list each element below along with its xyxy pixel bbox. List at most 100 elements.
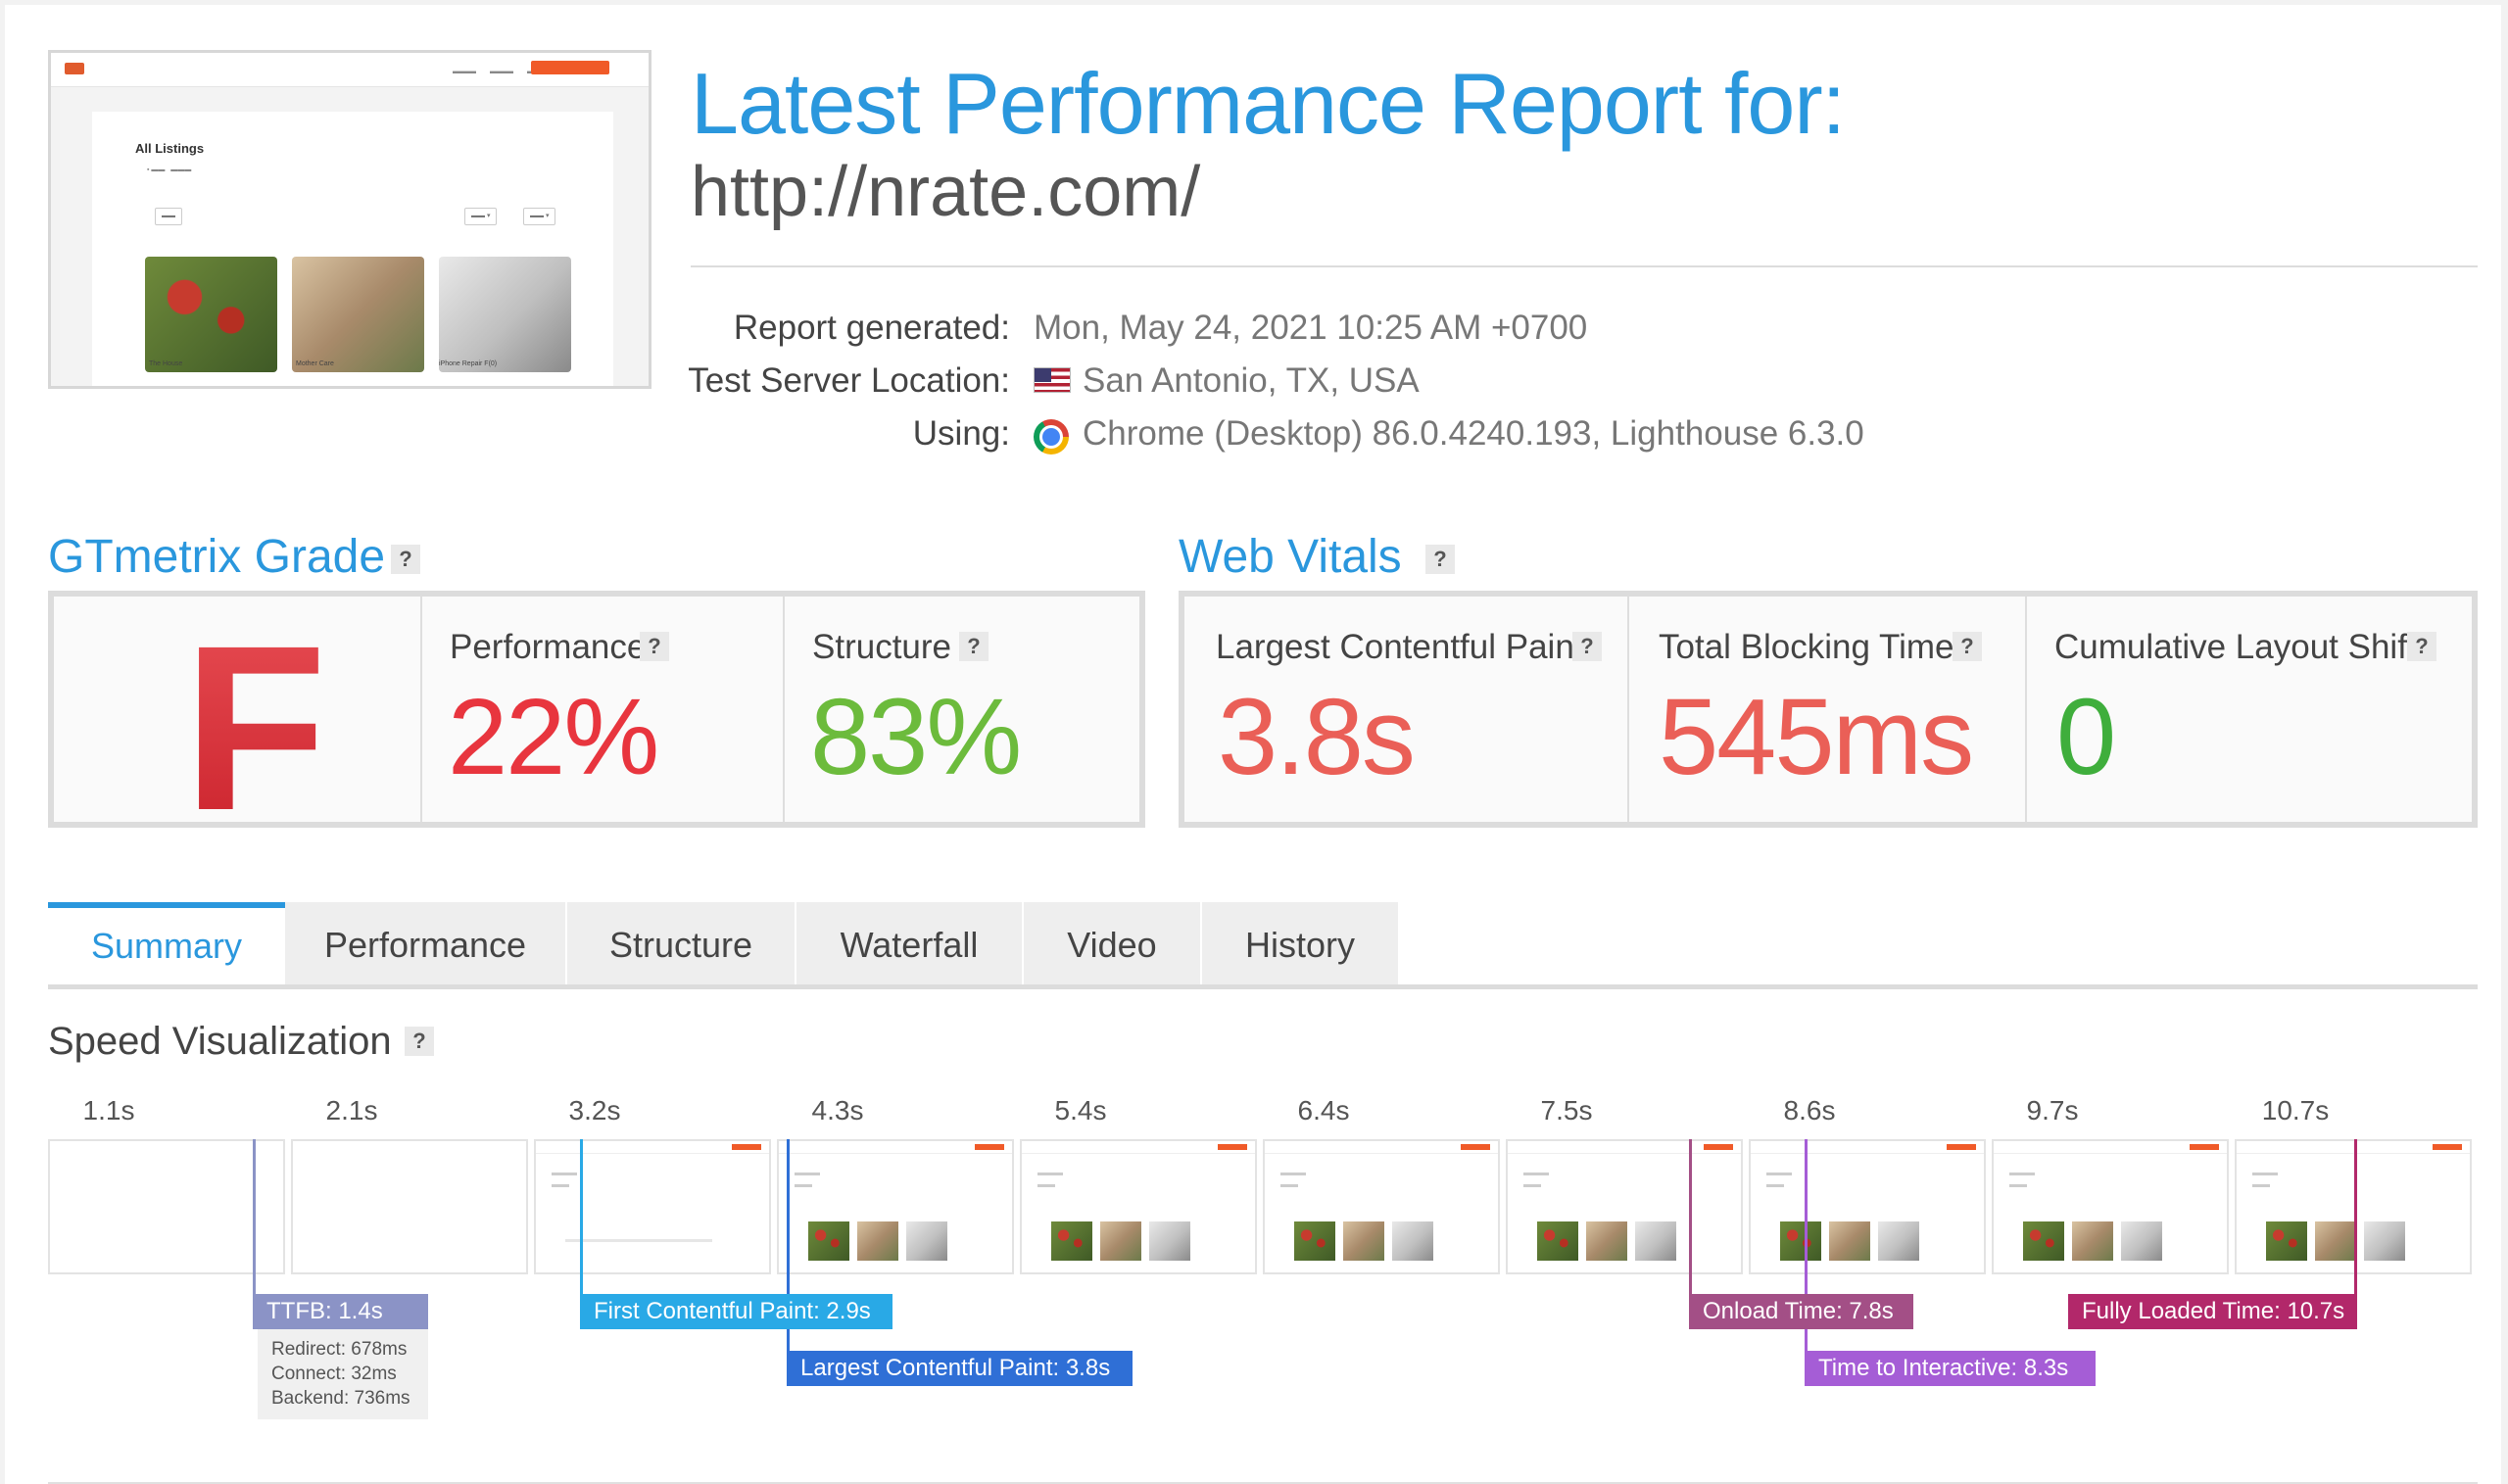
- filmstrip-frame[interactable]: [777, 1139, 1014, 1274]
- timeline-tick: 8.6s: [1783, 1095, 1836, 1125]
- report-page: ▬▬▬▬▬▬▬▬▬ All Listings ▪ ▬▬ ▬▬▬ ▬▬ ▬▬ ▾ …: [5, 5, 2501, 1484]
- filmstrip-frame[interactable]: [1749, 1139, 1986, 1274]
- thumb-sort: ▬▬ ▾: [523, 208, 556, 225]
- frame-navbar: [1265, 1141, 1498, 1154]
- using-label: Using:: [912, 414, 1010, 453]
- timeline-tick: 3.2s: [568, 1095, 621, 1125]
- filmstrip-frame[interactable]: [291, 1139, 528, 1274]
- using-value: Chrome (Desktop) 86.0.4240.193, Lighthou…: [1083, 414, 1864, 453]
- frame-image: [906, 1221, 947, 1261]
- report-url[interactable]: http://nrate.com/: [691, 153, 1201, 231]
- timeline-tick: 6.4s: [1297, 1095, 1350, 1125]
- frame-button: [975, 1144, 1004, 1150]
- structure-value: 83%: [810, 677, 1022, 797]
- thumb-navbar: ▬▬▬▬▬▬▬▬▬: [51, 53, 649, 87]
- frame-text-line: [795, 1173, 820, 1175]
- frame-navbar: [1994, 1141, 2227, 1154]
- tab-performance[interactable]: Performance: [323, 925, 527, 965]
- timeline-tick: 9.7s: [2026, 1095, 2079, 1125]
- ttfb-marker[interactable]: TTFB: 1.4s: [253, 1294, 428, 1329]
- web-vitals-help-icon[interactable]: ?: [1425, 545, 1455, 574]
- test-server-value: San Antonio, TX, USA: [1083, 361, 1420, 400]
- onload-marker-line: [1689, 1139, 1692, 1296]
- thumb-download-button: [531, 61, 609, 74]
- frame-image: [2315, 1221, 2356, 1261]
- frame-navbar: [1751, 1141, 1984, 1154]
- frame-image: [1100, 1221, 1141, 1261]
- frame-text-line: [552, 1184, 569, 1187]
- frame-image: [2266, 1221, 2307, 1261]
- lcp-help-icon[interactable]: ?: [1572, 632, 1602, 661]
- tab-summary[interactable]: Summary: [48, 902, 285, 984]
- cls-help-icon[interactable]: ?: [2407, 632, 2436, 661]
- performance-help-icon[interactable]: ?: [640, 632, 669, 661]
- frame-image: [2364, 1221, 2405, 1261]
- lcp-label: Largest Contentful Paint: [1216, 628, 1584, 666]
- tbt-help-icon[interactable]: ?: [1953, 632, 1982, 661]
- speed-visualization-help-icon[interactable]: ?: [405, 1027, 434, 1056]
- thumb-heading: All Listings: [135, 141, 205, 156]
- fully-loaded-marker[interactable]: Fully Loaded Time: 10.7s: [2068, 1294, 2357, 1329]
- frame-text-line: [2252, 1184, 2270, 1187]
- tti-marker-line: [1805, 1139, 1808, 1353]
- frame-text-line: [1280, 1184, 1298, 1187]
- frame-navbar: [536, 1141, 769, 1154]
- cls-label: Cumulative Layout Shift: [2054, 628, 2417, 666]
- thumb-logo: [65, 63, 84, 74]
- thumb-filter: ▬▬: [155, 208, 182, 225]
- chrome-icon: [1034, 419, 1069, 455]
- report-generated-label: Report generated:: [733, 309, 1010, 347]
- frame-image: [1635, 1221, 1676, 1261]
- onload-marker[interactable]: Onload Time: 7.8s: [1689, 1294, 1913, 1329]
- performance-value: 22%: [448, 677, 659, 797]
- site-screenshot-thumbnail[interactable]: ▬▬▬▬▬▬▬▬▬ All Listings ▪ ▬▬ ▬▬▬ ▬▬ ▬▬ ▾ …: [48, 50, 651, 389]
- tab-history[interactable]: History: [1244, 925, 1355, 965]
- thumb-caption-1: The House: [149, 360, 183, 367]
- lcp-value: 3.8s: [1218, 677, 1416, 797]
- frame-text-line: [565, 1239, 712, 1242]
- performance-cell: Performance ? 22%: [420, 597, 783, 822]
- filmstrip-frame[interactable]: [1506, 1139, 1743, 1274]
- timeline-tick: 1.1s: [82, 1095, 135, 1125]
- filmstrip-frame[interactable]: [534, 1139, 771, 1274]
- frame-navbar: [2237, 1141, 2470, 1154]
- frame-navbar: [779, 1141, 1012, 1154]
- filmstrip-frame[interactable]: [1992, 1139, 2229, 1274]
- frame-text-line: [1523, 1184, 1541, 1187]
- filmstrip-frame[interactable]: [1263, 1139, 1500, 1274]
- thumb-image-1: [145, 257, 277, 372]
- filmstrip-frame[interactable]: [48, 1139, 285, 1274]
- tab-video[interactable]: Video: [1067, 925, 1157, 965]
- lcp-marker-line: [787, 1139, 790, 1353]
- frame-image: [2072, 1221, 2113, 1261]
- tabs-underline: [48, 984, 2478, 989]
- frame-text-line: [2009, 1173, 2035, 1175]
- tab-separator: [565, 902, 567, 984]
- timeline-tick: 2.1s: [325, 1095, 378, 1125]
- frame-text-line: [1037, 1184, 1055, 1187]
- report-title: Latest Performance Report for:: [691, 55, 1846, 152]
- frame-image: [1294, 1221, 1335, 1261]
- fcp-marker[interactable]: First Contentful Paint: 2.9s: [580, 1294, 892, 1329]
- tab-waterfall[interactable]: Waterfall: [840, 925, 979, 965]
- header-divider: [691, 265, 2478, 267]
- filmstrip-frame[interactable]: [2235, 1139, 2472, 1274]
- frame-button: [732, 1144, 761, 1150]
- gtmetrix-help-icon[interactable]: ?: [391, 545, 420, 574]
- structure-help-icon[interactable]: ?: [959, 632, 989, 661]
- tti-marker[interactable]: Time to Interactive: 8.3s: [1805, 1351, 2096, 1386]
- us-flag-icon: [1034, 367, 1071, 393]
- tab-structure[interactable]: Structure: [608, 925, 753, 965]
- filmstrip-frame[interactable]: [1020, 1139, 1257, 1274]
- frame-image: [2121, 1221, 2162, 1261]
- frame-button: [1461, 1144, 1490, 1150]
- grade-letter: F: [183, 593, 327, 863]
- frame-image: [1780, 1221, 1821, 1261]
- thumb-subnav: ▪ ▬▬ ▬▬▬: [147, 167, 192, 173]
- frame-navbar: [1508, 1141, 1741, 1154]
- frame-image: [1149, 1221, 1190, 1261]
- tab-separator: [1022, 902, 1024, 984]
- web-vitals-heading: Web Vitals: [1179, 531, 1402, 583]
- lcp-marker[interactable]: Largest Contentful Paint: 3.8s: [787, 1351, 1133, 1386]
- frame-text-line: [552, 1173, 577, 1175]
